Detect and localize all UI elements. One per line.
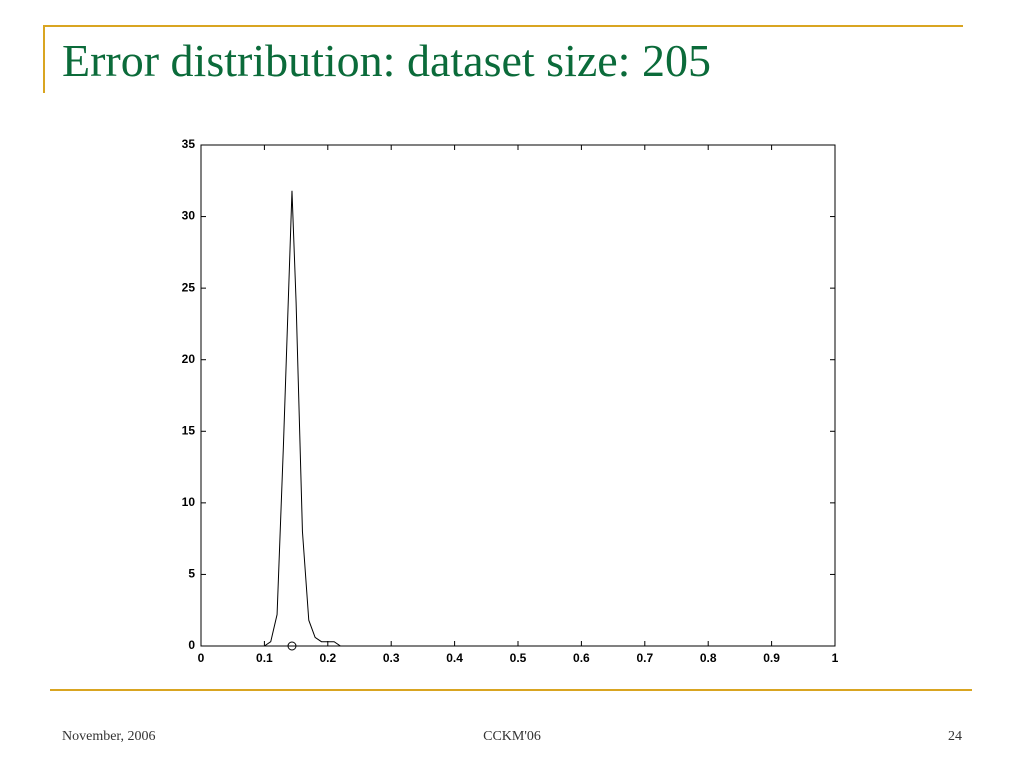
x-tick-label: 0.2: [319, 651, 336, 665]
x-tick-label: 0.8: [700, 651, 717, 665]
y-tick-label: 20: [182, 352, 196, 366]
x-tick-label: 1: [832, 651, 839, 665]
x-tick-label: 0.5: [510, 651, 527, 665]
y-tick-label: 35: [182, 137, 196, 151]
y-tick-label: 0: [188, 638, 195, 652]
x-tick-label: 0: [198, 651, 205, 665]
page-number: 24: [948, 729, 962, 744]
y-tick-label: 10: [182, 495, 196, 509]
x-tick-label: 0.6: [573, 651, 590, 665]
slide-title: Error distribution: dataset size: 205: [62, 35, 711, 86]
x-tick-label: 0.9: [763, 651, 780, 665]
footer-event: CCKM'06: [483, 729, 541, 744]
x-tick-label: 0.1: [256, 651, 273, 665]
x-tick-label: 0.3: [383, 651, 400, 665]
y-tick-label: 5: [188, 567, 195, 581]
y-tick-label: 25: [182, 280, 196, 294]
data-line: [264, 190, 835, 647]
y-tick-label: 30: [182, 209, 196, 223]
marker: [287, 641, 297, 651]
footer-date: November, 2006: [62, 729, 156, 744]
x-tick-label: 0.4: [446, 651, 463, 665]
x-tick-label: 0.7: [636, 651, 653, 665]
y-tick-label: 15: [182, 423, 196, 437]
